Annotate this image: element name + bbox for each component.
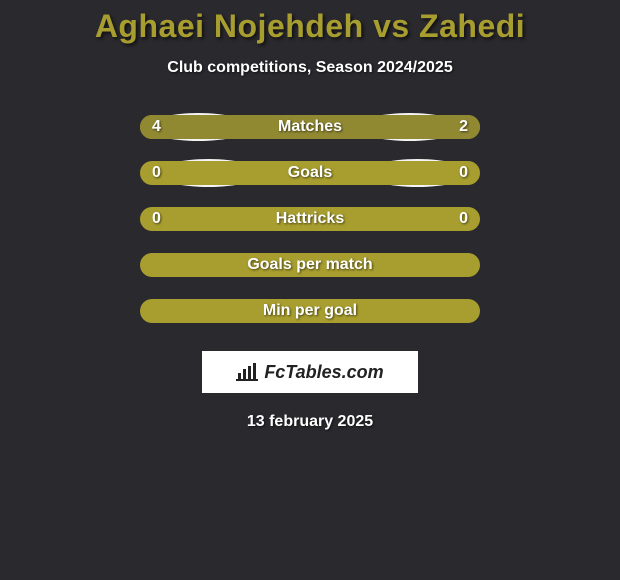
stat-label: Goals [140,164,480,182]
date-text: 13 february 2025 [247,413,373,431]
page-subtitle: Club competitions, Season 2024/2025 [167,59,452,77]
stat-value-right: 2 [459,118,468,136]
logo-text: FcTables.com [264,362,383,383]
stat-value-left: 0 [152,164,161,182]
stat-rows: Matches42Goals00Hattricks00Goals per mat… [140,115,480,345]
stat-label: Min per goal [140,302,480,320]
stat-bar: Matches4 2 [140,115,480,139]
stat-value-right: 0 [459,164,468,182]
stat-value-right: 0 [459,210,468,228]
stat-value-left: 4 [152,118,161,136]
stat-label: Matches [140,118,480,136]
stat-bar: Goals0 0 [140,161,480,185]
stat-row: Goals per match [140,253,480,277]
stat-bar: Min per goal [140,299,480,323]
comparison-widget: Aghaei Nojehdeh vs Zahedi Club competiti… [0,0,620,431]
stat-row: Hattricks0 0 [140,207,480,231]
stat-row: Min per goal [140,299,480,323]
stat-row: Goals0 0 [140,161,480,185]
stat-label: Goals per match [140,256,480,274]
logo-box[interactable]: FcTables.com [202,351,418,393]
stat-value-left: 0 [152,210,161,228]
bar-chart-icon [236,363,258,381]
stat-bar: Goals per match [140,253,480,277]
stat-label: Hattricks [140,210,480,228]
stat-bar: Hattricks0 0 [140,207,480,231]
page-title: Aghaei Nojehdeh vs Zahedi [95,8,525,45]
stat-row: Matches4 2 [140,115,480,139]
